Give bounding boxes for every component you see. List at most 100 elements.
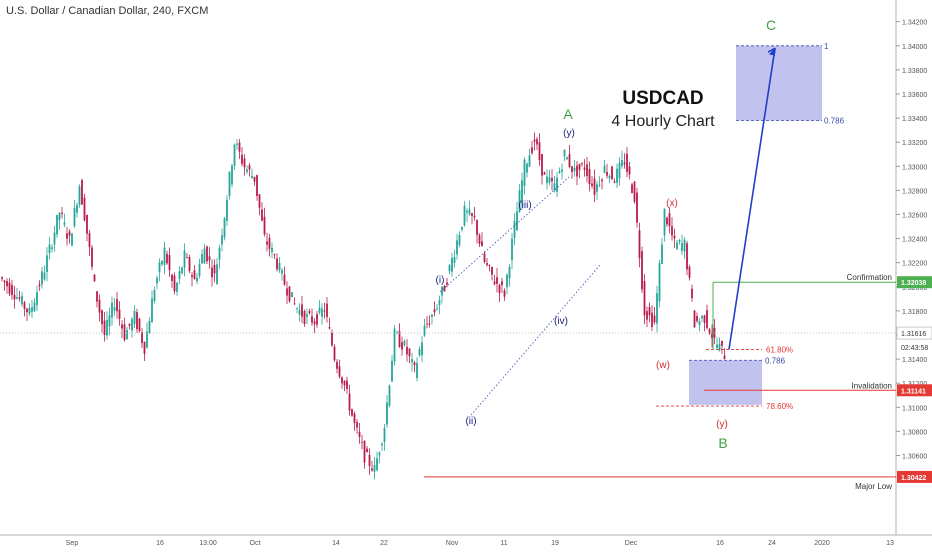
candle-body <box>256 175 258 196</box>
candle-body <box>626 153 628 172</box>
candle-body <box>666 217 668 225</box>
candle-body <box>583 167 586 170</box>
candle-body <box>461 226 463 230</box>
fib-support-top-label: 0.786 <box>765 356 786 365</box>
y-tick-label: 1.33200 <box>902 140 927 147</box>
candle-body <box>143 341 146 354</box>
candle-body <box>116 299 118 312</box>
candle-body <box>223 218 226 238</box>
candle-body <box>88 233 91 248</box>
candle-body <box>693 310 696 328</box>
candle-body <box>691 288 693 299</box>
candle-body <box>191 275 193 277</box>
candle-body <box>516 211 518 231</box>
candle-body <box>711 333 713 339</box>
candle-body <box>426 323 428 325</box>
x-tick-label: 16 <box>156 540 164 547</box>
candle-body <box>91 247 93 267</box>
candle-body <box>338 366 341 377</box>
candle-body <box>166 253 168 264</box>
candle-body <box>146 331 148 348</box>
wave-label: B <box>718 435 727 451</box>
candle-body <box>603 165 606 173</box>
candle-body <box>328 327 331 329</box>
candle-body <box>278 262 281 271</box>
fib-retracement-label: 78.60% <box>766 402 793 411</box>
candle-body <box>86 214 88 234</box>
candle-body <box>63 222 66 225</box>
current-price-box <box>896 326 932 340</box>
x-tick-label: 16 <box>716 540 724 547</box>
candle-body <box>23 302 26 309</box>
candle-body <box>653 315 656 323</box>
y-tick-label: 1.34000 <box>902 44 927 51</box>
candle-body <box>443 285 446 292</box>
candle-body <box>633 181 636 202</box>
candle-body <box>141 332 143 344</box>
candle-body <box>46 255 48 273</box>
candle-body <box>533 139 536 142</box>
candle-body <box>368 454 371 466</box>
candle-body <box>236 143 238 145</box>
candle-body <box>56 214 58 235</box>
candle-body <box>226 199 228 221</box>
level-price-label: 1.32038 <box>901 280 926 287</box>
candle-body <box>651 312 653 327</box>
candle-body <box>311 316 313 323</box>
candle-body <box>1 277 3 279</box>
candle-body <box>343 380 346 386</box>
candle-body <box>518 190 521 213</box>
candle-body <box>186 257 188 259</box>
candle-body <box>313 321 316 325</box>
candle-body <box>38 284 41 287</box>
candle-body <box>641 251 643 290</box>
candle-body <box>21 296 23 305</box>
candle-body <box>341 377 343 384</box>
y-tick-label: 1.30600 <box>902 453 927 460</box>
candle-body <box>628 166 631 175</box>
candle-body <box>148 320 151 334</box>
wave-channel-lower <box>470 264 601 416</box>
candle-body <box>276 258 278 270</box>
candle-body <box>298 309 301 315</box>
candle-body <box>498 284 501 294</box>
candle-body <box>438 300 441 306</box>
candle-body <box>401 342 403 350</box>
candle-body <box>76 204 78 213</box>
candle-body <box>463 205 466 226</box>
candle-body <box>496 277 498 284</box>
y-tick-label: 1.32200 <box>902 261 927 268</box>
candle-body <box>538 142 541 161</box>
candle-body <box>601 179 603 182</box>
candle-body <box>253 176 256 182</box>
candle-body <box>48 244 51 254</box>
candle-body <box>366 448 368 453</box>
candle-body <box>398 331 401 348</box>
candle-body <box>33 302 36 312</box>
candle-body <box>383 428 386 442</box>
candle-body <box>111 302 113 318</box>
candle-body <box>556 177 558 192</box>
candle-body <box>58 212 61 221</box>
y-tick-label: 1.34200 <box>902 20 927 27</box>
candle-body <box>631 184 633 194</box>
candle-body <box>541 153 543 176</box>
candle-body <box>348 393 351 411</box>
candle-body <box>416 362 418 378</box>
candle-body <box>258 194 261 208</box>
candle-body <box>378 452 381 456</box>
candle-body <box>53 232 56 245</box>
y-tick-label: 1.32400 <box>902 237 927 244</box>
candle-body <box>638 230 641 259</box>
candle-body <box>486 263 488 265</box>
candle-body <box>196 277 198 282</box>
x-tick-label: Dec <box>625 540 638 547</box>
candle-body <box>531 147 533 153</box>
candle-body <box>201 254 203 264</box>
candle-body <box>596 184 598 192</box>
candle-body <box>703 315 706 323</box>
candle-body <box>588 168 591 184</box>
candle-body <box>448 265 451 272</box>
